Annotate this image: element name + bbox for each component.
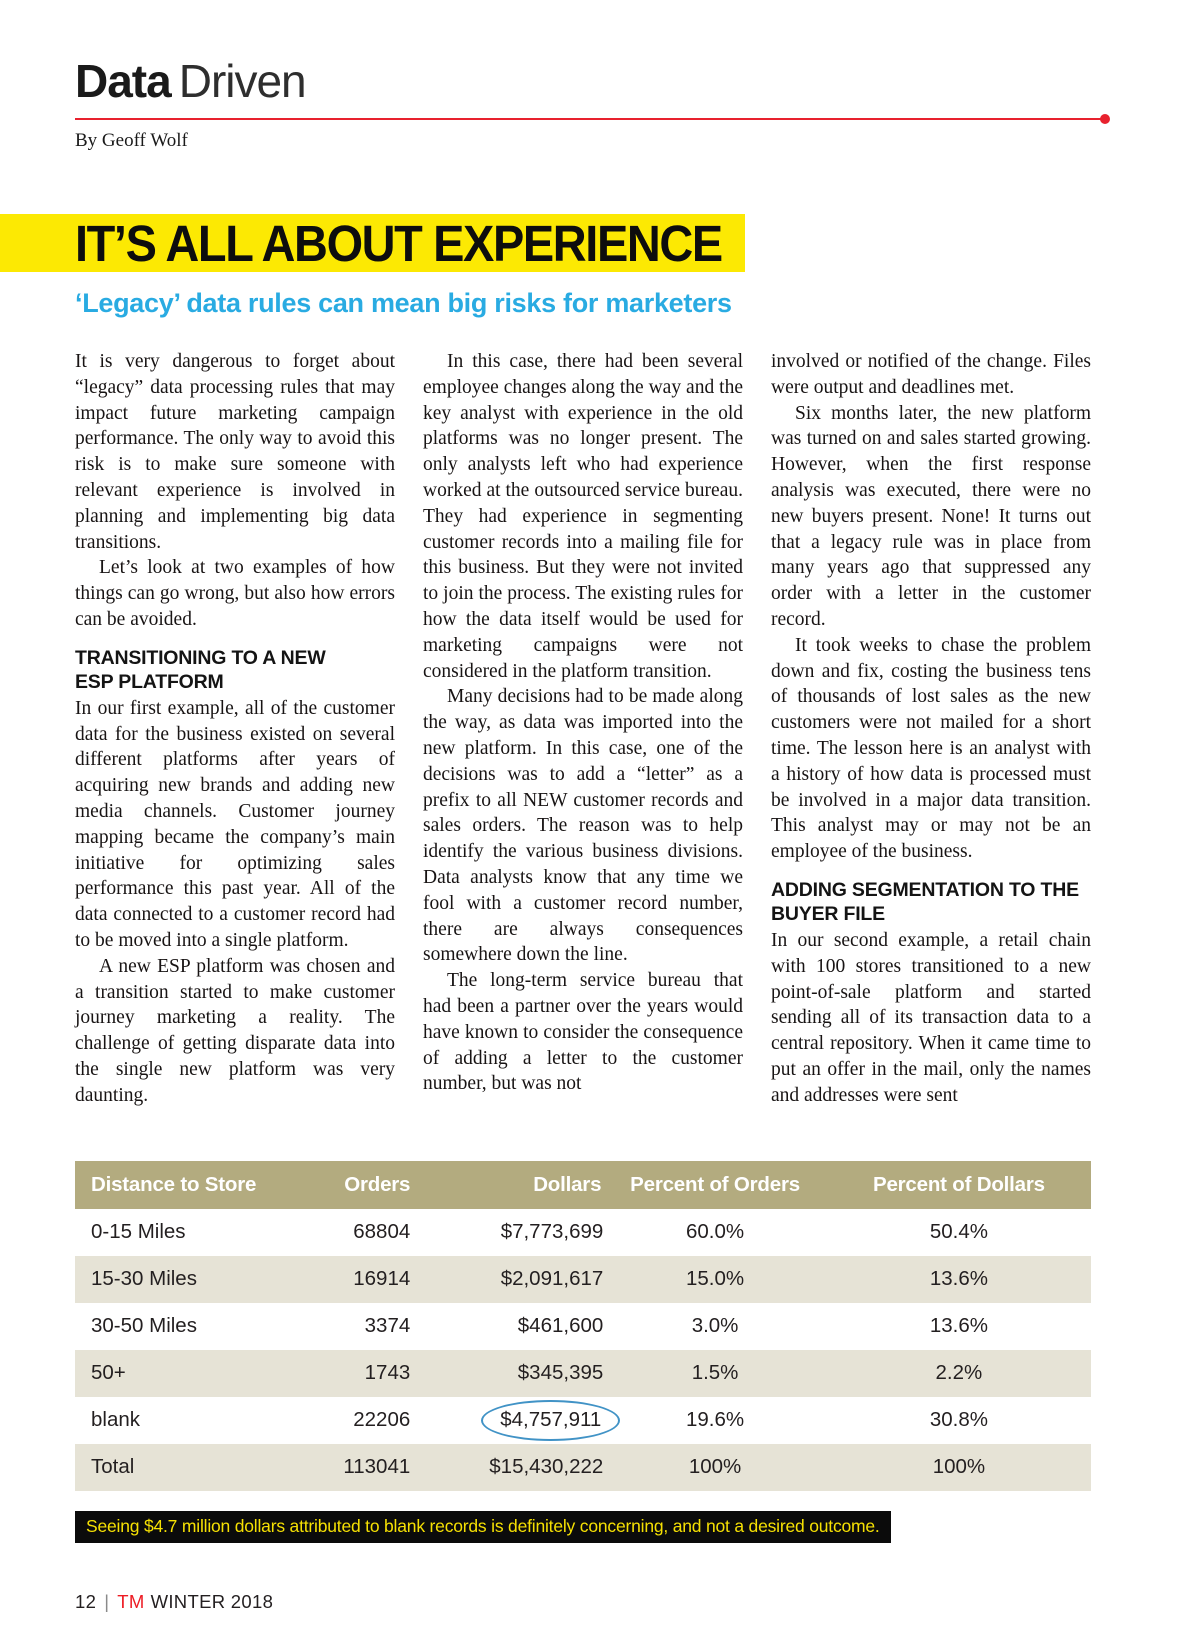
column-title: Data Driven	[75, 58, 1125, 104]
table-column-header: Distance to Store	[75, 1160, 319, 1209]
table-cell: 50+	[75, 1349, 319, 1397]
table-row: 15-30 Miles 16914 $2,091,617 15.0% 13.6%	[75, 1255, 1091, 1303]
paragraph: It is very dangerous to forget about “le…	[75, 351, 395, 553]
table-row: 50+ 1743 $345,395 1.5% 2.2%	[75, 1349, 1091, 1397]
table-cell: $461,600	[517, 1314, 604, 1338]
table-caption: Seeing $4.7 million dollars attributed t…	[75, 1510, 891, 1543]
rule-end-dot	[1100, 114, 1110, 124]
table-cell: 13.6%	[826, 1255, 1091, 1303]
table-cell: 68804	[353, 1220, 411, 1244]
table-cell: 30-50 Miles	[91, 1314, 197, 1338]
paragraph: It took weeks to chase the problem down …	[771, 634, 1091, 863]
paragraph: Let’s look at two examples of how things…	[75, 557, 395, 630]
table-column-header: Orders	[318, 1160, 410, 1209]
table-cell: 100%	[826, 1443, 1091, 1491]
table-column-header: Dollars	[410, 1160, 604, 1209]
page-number: 12	[75, 1590, 97, 1612]
table-row: blank 22206 $4,757,911 19.6% 30.8%	[75, 1397, 1091, 1444]
article-headline: IT’S ALL ABOUT EXPERIENCE	[75, 214, 723, 272]
paragraph: In our first example, all of the custome…	[75, 697, 395, 951]
table-cell: 19.6%	[685, 1408, 745, 1432]
paragraph: A new ESP platform was chosen and a tran…	[75, 955, 395, 1106]
table-cell: 3.0%	[691, 1314, 739, 1338]
table-cell: 22206	[353, 1408, 411, 1432]
article-column-1: It is very dangerous to forget about “le…	[75, 349, 395, 1109]
table-cell: 3374	[364, 1314, 411, 1338]
page-footer: 12 | TM WINTER 2018	[75, 1591, 1125, 1613]
paragraph: involved or notified of the change. File…	[771, 351, 1091, 398]
table-cell: 1743	[318, 1349, 411, 1397]
table-cell: 0-15 Miles	[91, 1220, 186, 1244]
table-cell: $15,430,222	[410, 1443, 604, 1491]
section-heading: TRANSITIONING TO A NEW ESP PLATFORM	[75, 646, 326, 693]
table-cell: $4,757,911	[410, 1397, 621, 1444]
table-cell: 113041	[318, 1443, 411, 1491]
masthead-rule	[75, 114, 1110, 124]
paragraph: The long-term service bureau that had be…	[423, 970, 743, 1095]
paragraph: In our second example, a retail chain wi…	[771, 929, 1091, 1106]
article-body: It is very dangerous to forget about “le…	[75, 349, 1091, 1109]
table-header: Distance to Store Orders Dollars Percent of…	[75, 1160, 1091, 1209]
table-column-header: Percent of Dollars	[826, 1160, 1091, 1209]
paragraph: Many decisions had to be made along the …	[423, 686, 743, 966]
section-heading: ADDING SEGMENTATION TO THE BUYER FILE	[771, 878, 1079, 925]
table-cell: 15.0%	[603, 1255, 827, 1303]
table-cell: Total	[75, 1443, 319, 1491]
table-cell: blank	[91, 1408, 141, 1432]
table-cell: $345,395	[410, 1349, 604, 1397]
issue-label: WINTER 2018	[150, 1590, 274, 1612]
circled-value-annotation: $4,757,911	[481, 1400, 621, 1442]
article-column-2: In this case, there had been several emp…	[423, 349, 743, 1109]
headline-highlight-band: IT’S ALL ABOUT EXPERIENCE	[0, 214, 745, 272]
column-title-light: Driven	[178, 55, 307, 107]
table-cell: 16914	[318, 1255, 411, 1303]
table-cell: 100%	[603, 1443, 827, 1491]
table-cell: $2,091,617	[410, 1255, 604, 1303]
article-column-3: involved or notified of the change. File…	[771, 349, 1091, 1109]
table-cell: 30.8%	[929, 1408, 988, 1432]
article-subtitle: ‘Legacy’ data rules can mean big risks f…	[75, 288, 732, 318]
table-row: 0-15 Miles 68804 $7,773,699 60.0% 50.4%	[75, 1209, 1091, 1256]
table-cell: $7,773,699	[500, 1220, 604, 1244]
table-row: 30-50 Miles 3374 $461,600 3.0% 13.6%	[75, 1303, 1091, 1350]
paragraph: Six months later, the new platform was t…	[771, 402, 1091, 630]
table-cell: 13.6%	[929, 1314, 988, 1338]
table-cell: 50.4%	[929, 1220, 988, 1244]
table-cell: 1.5%	[603, 1349, 827, 1397]
distance-to-store-table: Distance to Store Orders Dollars Percent of…	[75, 1160, 1091, 1491]
masthead: Data Driven By Geoff Wolf	[75, 58, 1125, 152]
column-title-bold: Data	[75, 55, 172, 107]
table-column-header: Percent of Orders	[603, 1160, 827, 1209]
paragraph: In this case, there had been several emp…	[423, 351, 743, 682]
table-cell: 60.0%	[685, 1220, 745, 1244]
footer-separator: |	[104, 1590, 110, 1612]
table-row: Total 113041 $15,430,222 100% 100%	[75, 1443, 1091, 1491]
byline: By Geoff Wolf	[75, 130, 188, 151]
table-cell: 2.2%	[826, 1349, 1091, 1397]
magazine-name: TM	[117, 1590, 145, 1612]
table-cell: 15-30 Miles	[75, 1255, 319, 1303]
